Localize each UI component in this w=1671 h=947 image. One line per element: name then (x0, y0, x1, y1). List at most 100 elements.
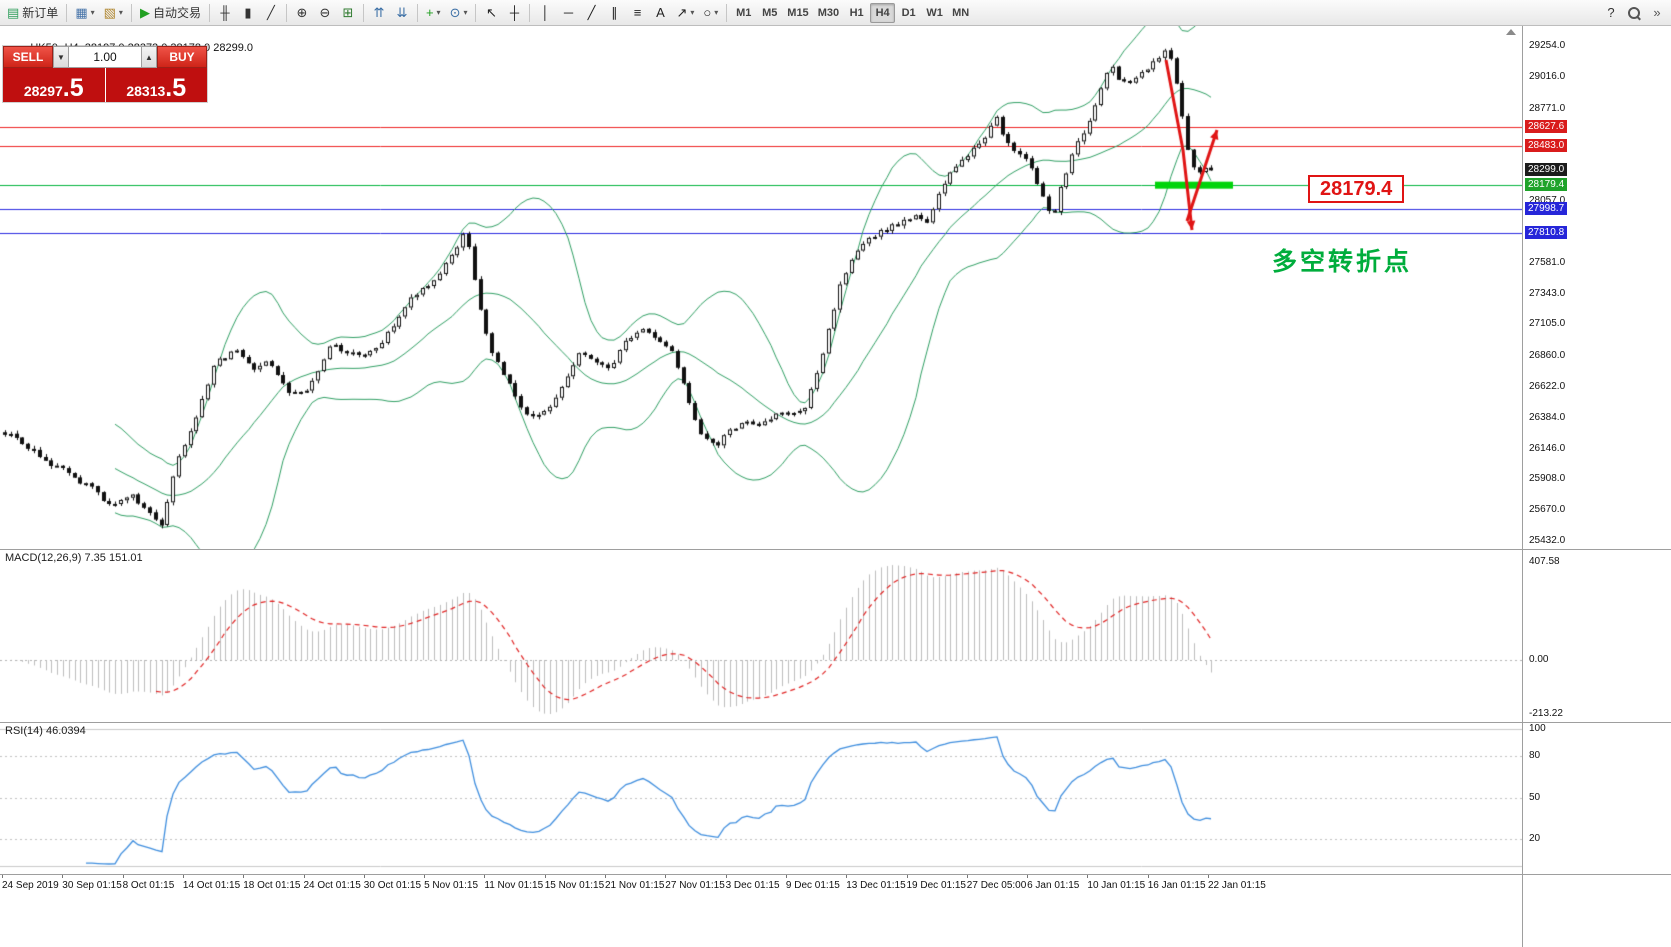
time-axis-label: 30 Sep 01:15 (62, 880, 122, 891)
shapes-button[interactable]: ○ ▾ (699, 2, 722, 24)
time-axis-label: 27 Dec 05:00 (966, 880, 1027, 891)
lot-size-field[interactable]: 1.00 (69, 46, 141, 68)
period-button[interactable]: ⊙ ▾ (446, 2, 472, 24)
toolbar-right-group: ?» (1600, 2, 1668, 24)
dropdown-caret-icon: ▾ (463, 8, 468, 17)
arrange-up-button[interactable]: ⇈ (368, 2, 390, 24)
search-button[interactable] (1623, 2, 1645, 24)
timeframe-m30[interactable]: M30 (814, 3, 843, 23)
cursor-icon: ↖ (486, 5, 497, 20)
crosshair-button[interactable]: ┼ (503, 2, 525, 24)
price-axis-label: 27343.0 (1529, 287, 1566, 299)
macd-axis-label: 407.58 (1529, 556, 1560, 567)
channel-button[interactable]: ∥ (603, 2, 625, 24)
price-level-tag[interactable]: 28179.4 (1525, 178, 1568, 192)
timeframe-d1[interactable]: D1 (896, 3, 921, 23)
time-axis-label: 6 Jan 01:15 (1027, 880, 1080, 891)
sell-price[interactable]: 28297 .5 (3, 68, 105, 102)
price-level-tag[interactable]: 28483.0 (1525, 138, 1568, 152)
profiles-button[interactable]: ▧ ▾ (100, 2, 127, 24)
timeframe-h1[interactable]: H1 (844, 3, 869, 23)
time-axis-label: 24 Sep 2019 (2, 880, 59, 891)
fibonacci-button[interactable]: ≡ (626, 2, 648, 24)
text-button[interactable]: A (649, 2, 671, 24)
vertical-line-button[interactable]: │ (534, 2, 556, 24)
macd-axis-label: -213.22 (1529, 708, 1563, 719)
buy-price[interactable]: 28313 .5 (105, 68, 207, 102)
chart-area[interactable]: ▴HK50-,H4 28197.0 28372.0 28178.0 28299.… (0, 26, 1671, 947)
trendline-icon: ╱ (587, 5, 596, 20)
buy-button[interactable]: BUY (157, 46, 207, 68)
bar-chart-icon: ╫ (220, 5, 230, 20)
bar-chart-button[interactable]: ╫ (214, 2, 236, 24)
time-axis-label: 16 Jan 01:15 (1147, 880, 1206, 891)
time-axis-tick (966, 875, 968, 878)
price-axis[interactable]: 29254.0 29016.0 28771.0 28057.0 27581.0 27343… (1523, 26, 1671, 947)
time-axis-label: 21 Nov 01:15 (605, 880, 665, 891)
new-chart-button[interactable]: ▦ ▾ (71, 2, 98, 24)
horizontal-line-button[interactable]: ─ (557, 2, 579, 24)
rsi-axis-label: 50 (1529, 791, 1541, 803)
macd-value-main: 7.35 (84, 552, 106, 564)
timeframe-m15[interactable]: M15 (783, 3, 812, 23)
line-chart-button[interactable]: ╱ (260, 2, 282, 24)
new-order-button-label: 新订单 (22, 6, 59, 20)
arrows-button[interactable]: ↗ ▾ (672, 2, 698, 24)
price-axis-label: 26860.0 (1529, 350, 1566, 362)
help-button[interactable]: ? (1600, 2, 1622, 24)
timeframe-mn[interactable]: MN (948, 3, 973, 23)
pane-separator-rsi[interactable] (0, 722, 1671, 723)
toolbar-overflow-button[interactable]: » (1646, 2, 1668, 24)
text-icon: A (656, 5, 665, 20)
candlestick-icon: ▮ (244, 5, 252, 20)
annotation-turning-point-label[interactable]: 多空转折点 (1272, 248, 1413, 276)
macd-indicator-label: MACD(12,26,9) 7.35 151.01 (5, 552, 143, 564)
chart-canvas[interactable] (0, 26, 1522, 874)
price-level-tag[interactable]: 28299.0 (1525, 162, 1568, 176)
chart-shift-marker-icon[interactable] (1506, 29, 1516, 35)
arrange-down-button[interactable]: ⇊ (391, 2, 413, 24)
timeframe-m1[interactable]: M1 (731, 3, 756, 23)
main-toolbar: ▤ 新订单 ▦ ▾ ▧ ▾ ▶ 自动交易 ╫ ▮ ╱ ⊕ ⊖ ⊞ ⇈ ⇊ + ▾ ⊙ ▾ ↖ ┼ │ ─ ╱ ∥ ≡ A ↗ ▾ ○ ▾ M1 M… (0, 0, 1671, 26)
toolbar-separator (66, 3, 68, 22)
time-axis-label: 18 Oct 01:15 (243, 880, 301, 891)
overflow-chevron-icon: » (1653, 5, 1661, 20)
toolbar-separator (726, 3, 728, 22)
time-axis-tick (484, 875, 486, 878)
time-axis[interactable]: 24 Sep 2019 30 Sep 01:15 8 Oct 01:15 14 Oct… (0, 875, 1522, 947)
new-order-button[interactable]: ▤ 新订单 (3, 2, 62, 24)
time-axis-tick (1208, 875, 1209, 878)
rsi-indicator-label: RSI(14) 46.0394 (5, 725, 86, 737)
time-axis-tick (2, 875, 3, 878)
time-axis-tick (62, 875, 64, 878)
arrow-tools-icon: ↗ (676, 5, 688, 20)
sell-button[interactable]: SELL (3, 46, 53, 68)
cursor-button[interactable]: ↖ (480, 2, 502, 24)
lot-decrease-button[interactable]: ▼ (53, 46, 69, 68)
candlestick-chart-button[interactable]: ▮ (237, 2, 259, 24)
price-axis-border (1522, 26, 1523, 947)
lot-increase-button[interactable]: ▲ (141, 46, 157, 68)
annotation-price-box[interactable]: 28179.4 (1308, 175, 1405, 203)
trendline-button[interactable]: ╱ (580, 2, 602, 24)
timeframe-m5[interactable]: M5 (757, 3, 782, 23)
time-axis-tick (665, 875, 667, 878)
zoom-out-button[interactable]: ⊖ (314, 2, 336, 24)
time-axis-label: 14 Oct 01:15 (182, 880, 241, 891)
zoom-in-button[interactable]: ⊕ (291, 2, 313, 24)
time-axis-label: 9 Dec 01:15 (785, 880, 840, 891)
buy-price-main: 28313 (126, 82, 166, 99)
timeframe-h4[interactable]: H4 (870, 2, 896, 23)
price-level-tag[interactable]: 27998.7 (1525, 201, 1568, 215)
indicators-button[interactable]: + ▾ (422, 2, 445, 24)
autotrading-button[interactable]: ▶ 自动交易 (136, 2, 205, 24)
tile-windows-button[interactable]: ⊞ (337, 2, 359, 24)
time-axis-tick (846, 875, 848, 878)
timeframe-w1[interactable]: W1 (922, 3, 947, 23)
dropdown-caret-icon: ▾ (436, 8, 441, 17)
price-level-tag[interactable]: 27810.8 (1525, 225, 1568, 239)
pane-separator-macd[interactable] (0, 549, 1671, 550)
price-level-tag[interactable]: 28627.6 (1525, 120, 1568, 134)
price-axis-label: 26622.0 (1529, 380, 1566, 392)
time-axis-label: 30 Oct 01:15 (363, 880, 422, 891)
